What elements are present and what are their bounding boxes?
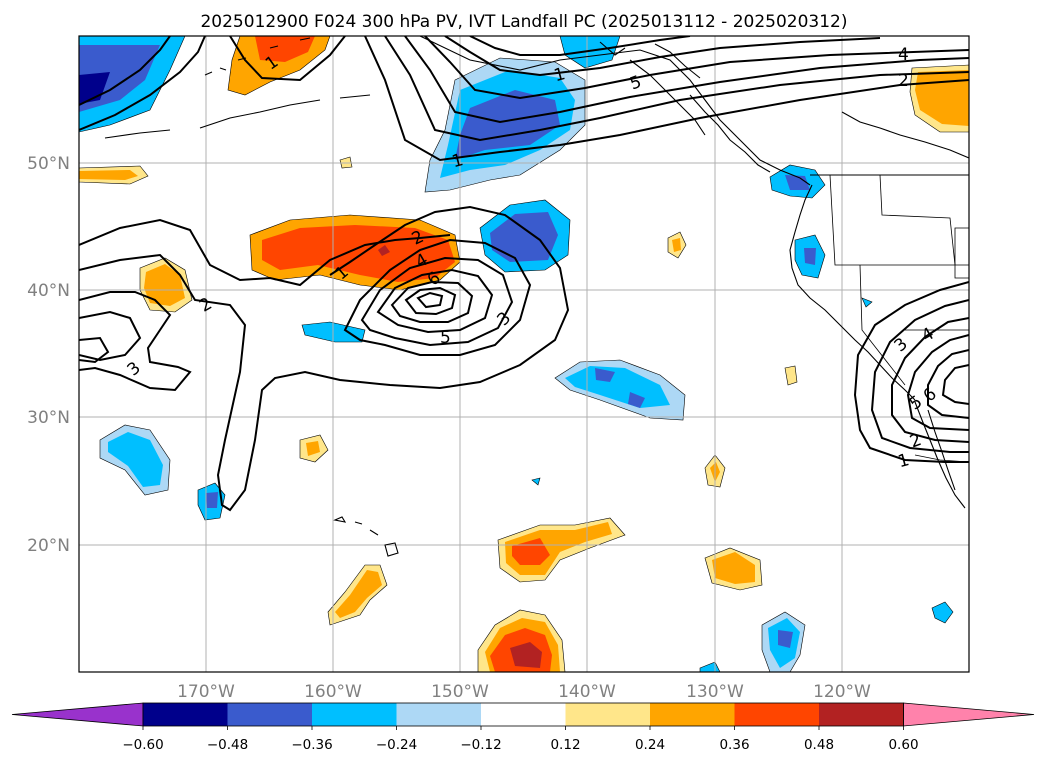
- contour-label: 4: [898, 45, 909, 65]
- lat-label: 20°N: [27, 536, 70, 556]
- map-frame: [78, 35, 970, 673]
- contour-label: 1: [552, 64, 568, 86]
- pv-contours: [79, 36, 969, 512]
- gridlines: [79, 36, 969, 672]
- lon-label: 170°W: [177, 682, 235, 702]
- lon-label: 150°W: [431, 682, 489, 702]
- colorbar-tick-label: −0.60: [122, 737, 163, 753]
- lat-label: 50°N: [27, 154, 70, 174]
- colorbar-bin: [312, 703, 397, 726]
- colorbar-tick-label: −0.36: [291, 737, 332, 753]
- latitude-labels: 50°N 40°N 30°N 20°N: [27, 154, 70, 556]
- lon-label: 140°W: [558, 682, 616, 702]
- lon-label: 160°W: [304, 682, 362, 702]
- colorbar-tick-label: −0.24: [376, 737, 417, 753]
- map-title: 2025012900 F024 300 hPa PV, IVT Landfall…: [200, 12, 847, 32]
- colorbar-tick-label: −0.48: [207, 737, 248, 753]
- negative-shading: [79, 36, 954, 672]
- colorbar-tick-label: 0.12: [550, 737, 580, 753]
- colorbar-bin: [650, 703, 735, 726]
- colorbar-bin: [396, 703, 482, 726]
- map-panel: 1 1 4 2 5 1 1 2 4 6 5 3 2 3 4 3 6 5 2 1: [79, 36, 969, 672]
- longitude-labels: 170°W 160°W 150°W 140°W 130°W 120°W: [177, 682, 871, 702]
- colorbar-extend-high: [903, 702, 1035, 727]
- lat-label: 30°N: [27, 408, 70, 428]
- lon-label: 130°W: [686, 682, 744, 702]
- colorbar: −0.60 −0.48 −0.36 −0.24 −0.12 0.12 0.24 0.36 0.4…: [11, 702, 1035, 753]
- colorbar-tick-label: 0.60: [888, 737, 918, 753]
- colorbar-tick-label: 0.36: [719, 737, 749, 753]
- colorbar-tick-label: −0.12: [460, 737, 501, 753]
- lon-label: 120°W: [813, 682, 871, 702]
- colorbar-bin: [565, 703, 651, 726]
- colorbar-outline: [142, 702, 904, 727]
- contour-label: 5: [440, 328, 451, 348]
- colorbar-bin: [143, 703, 228, 726]
- colorbar-tick-label: 0.48: [804, 737, 834, 753]
- colorbar-bin: [227, 703, 313, 726]
- colorbar-extend-low: [11, 702, 144, 727]
- contour-label: 2: [898, 71, 909, 91]
- positive-shading: [79, 36, 969, 672]
- contour-label: 1: [896, 450, 912, 472]
- coastlines: [104, 36, 969, 557]
- colorbar-tick-label: 0.24: [635, 737, 665, 753]
- lat-label: 40°N: [27, 281, 70, 301]
- colorbar-bin: [734, 703, 820, 726]
- colorbar-bin: [819, 703, 904, 726]
- contour-label: 1: [450, 150, 466, 172]
- colorbar-bin: [481, 703, 566, 726]
